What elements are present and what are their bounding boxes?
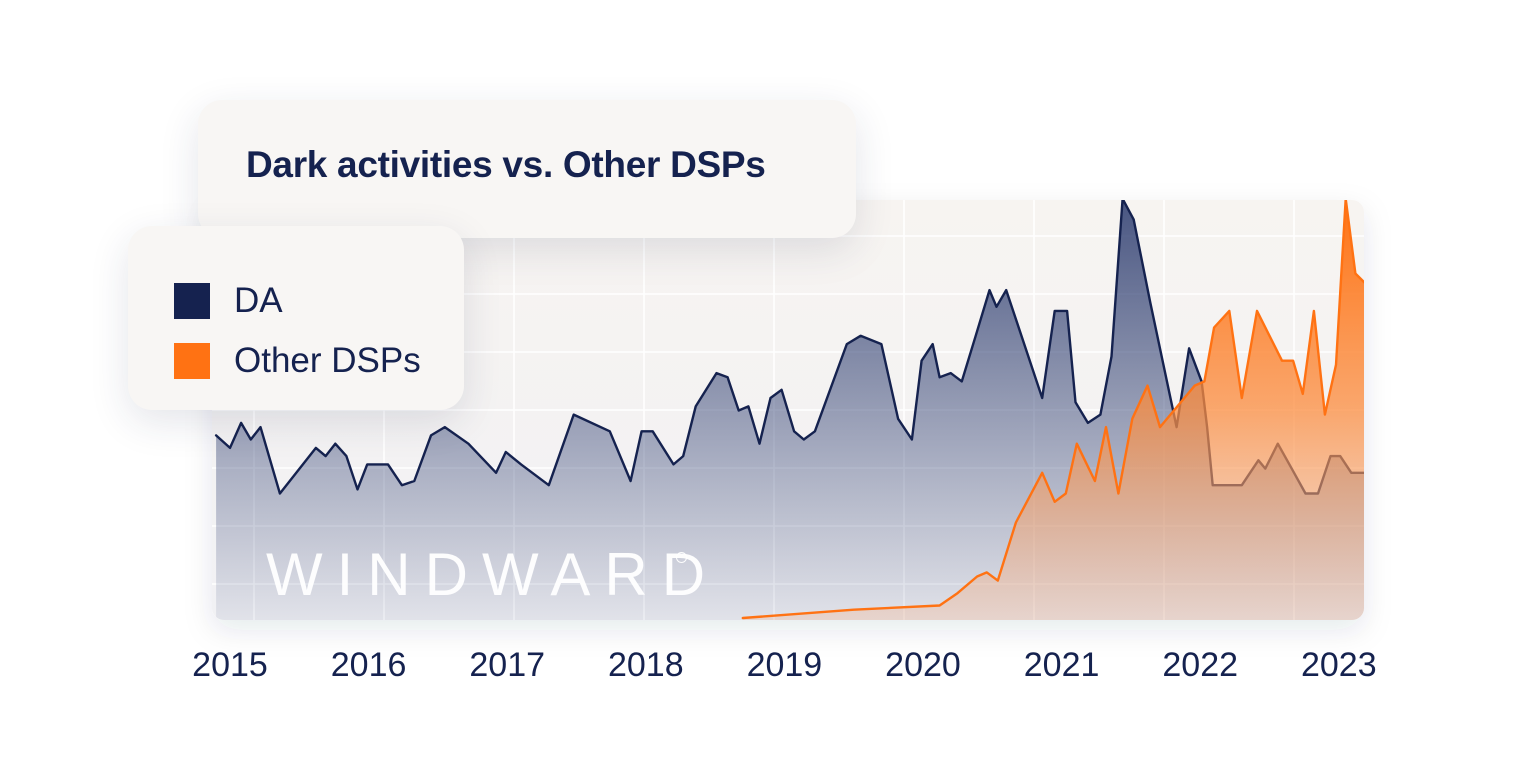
series-line-da — [214, 200, 1364, 495]
x-tick-label: 2016 — [331, 646, 407, 684]
legend-item-da: DA — [174, 281, 283, 321]
series-line-other-dsps — [741, 200, 1364, 620]
watermark: WINDWARD — [266, 541, 720, 608]
series-layer — [214, 200, 1364, 620]
legend-label-other-dsps: Other DSPs — [234, 341, 421, 380]
watermark-registered-icon — [676, 552, 687, 563]
series-area-other-dsps — [742, 200, 1364, 620]
x-tick-label: 2022 — [1162, 646, 1238, 684]
x-tick-label: 2015 — [192, 646, 268, 684]
legend-label-da: DA — [234, 281, 283, 320]
x-tick-label: 2020 — [885, 646, 961, 684]
legend-item-other-dsps: Other DSPs — [174, 341, 421, 381]
x-tick-label: 2021 — [1024, 646, 1100, 684]
legend-swatch-da — [174, 283, 210, 319]
chart-title: Dark activities vs. Other DSPs — [246, 144, 766, 185]
x-tick-label: 2019 — [747, 646, 823, 684]
x-axis: 2015 2016 2017 2018 2019 2020 2021 2022 2023 — [192, 646, 1376, 684]
legend: DA Other DSPs — [128, 226, 464, 410]
x-tick-label: 2023 — [1301, 646, 1377, 684]
legend-swatch-other-dsps — [174, 343, 210, 379]
title-card: Dark activities vs. Other DSPs — [198, 100, 856, 238]
x-tick-label: 2018 — [608, 646, 684, 684]
x-tick-label: 2017 — [469, 646, 545, 684]
